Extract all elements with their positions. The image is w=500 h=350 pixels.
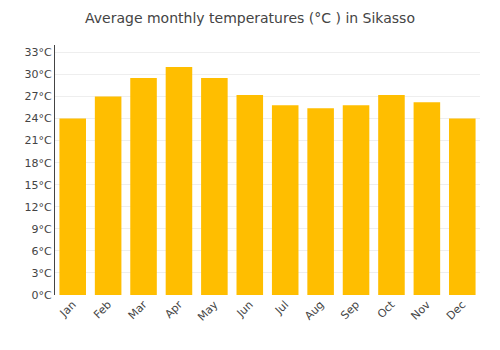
svg-text:18°C: 18°C [25,157,52,170]
svg-text:Oct: Oct [375,298,398,321]
svg-text:Average monthly temperatures (: Average monthly temperatures (°C ) in Si… [85,10,415,26]
svg-text:Sep: Sep [338,298,362,322]
svg-text:9°C: 9°C [32,223,52,236]
svg-text:33°C: 33°C [25,46,52,59]
svg-text:0°C: 0°C [32,289,52,302]
svg-text:27°C: 27°C [25,90,52,103]
svg-text:3°C: 3°C [32,267,52,280]
svg-text:Nov: Nov [409,298,434,323]
svg-text:Mar: Mar [126,298,150,322]
svg-text:12°C: 12°C [25,201,52,214]
svg-text:24°C: 24°C [25,112,52,125]
svg-text:Jul: Jul [272,298,291,317]
svg-text:Feb: Feb [91,298,114,321]
svg-text:Dec: Dec [444,298,468,322]
svg-text:Apr: Apr [162,298,185,321]
svg-text:15°C: 15°C [25,179,52,192]
svg-text:Jun: Jun [234,298,256,320]
svg-text:May: May [195,298,221,324]
svg-text:Jan: Jan [57,298,79,320]
svg-text:Aug: Aug [302,298,326,322]
svg-text:21°C: 21°C [25,134,52,147]
svg-text:30°C: 30°C [25,68,52,81]
svg-text:6°C: 6°C [32,245,52,258]
